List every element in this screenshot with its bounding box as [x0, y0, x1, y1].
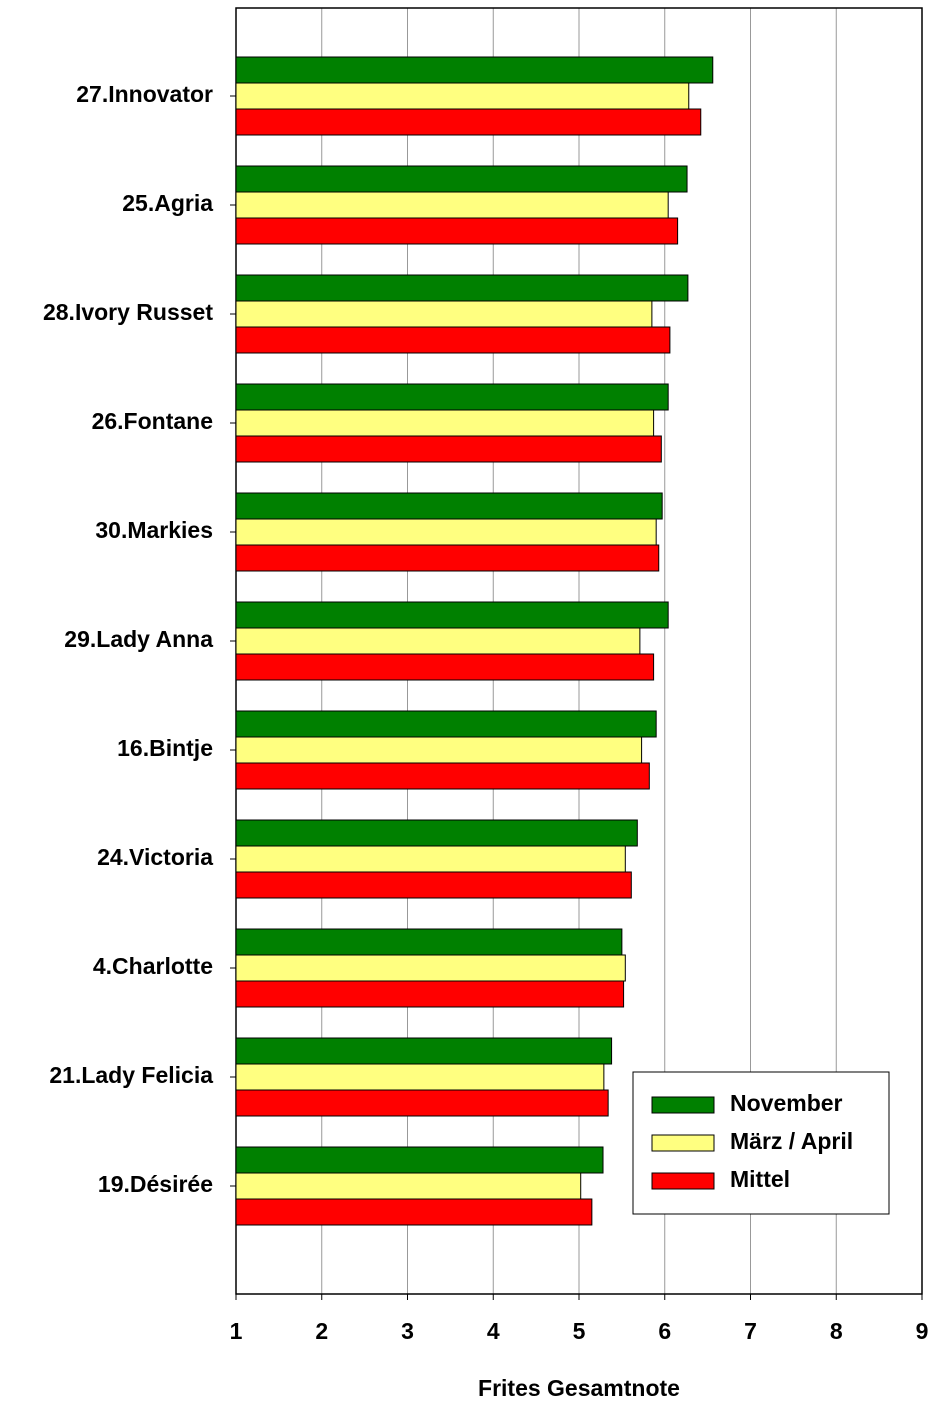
bar — [235, 409, 655, 437]
bar — [235, 1089, 609, 1117]
bar — [235, 928, 623, 956]
x-axis-title: Frites Gesamtnote — [478, 1375, 680, 1401]
bar — [235, 1172, 582, 1200]
x-tick-label: 8 — [830, 1318, 843, 1344]
bar — [235, 1063, 605, 1091]
bar — [235, 1146, 604, 1174]
bar — [235, 217, 679, 245]
bar — [235, 627, 641, 655]
bar — [235, 492, 663, 520]
y-tick-label: 30.Markies — [95, 517, 213, 543]
y-tick-label: 27.Innovator — [76, 81, 213, 107]
bar — [235, 300, 653, 328]
bar — [235, 1198, 593, 1226]
legend-label: März / April — [730, 1128, 853, 1154]
bar — [235, 980, 625, 1008]
y-tick-label: 25.Agria — [122, 190, 213, 216]
legend-swatch — [651, 1096, 715, 1114]
bar — [235, 165, 688, 193]
bar — [235, 819, 638, 847]
bar — [235, 274, 689, 302]
bar — [235, 435, 662, 463]
bar — [235, 1037, 613, 1065]
bar — [235, 108, 702, 136]
bar — [235, 383, 669, 411]
x-tick-label: 4 — [487, 1318, 500, 1344]
y-tick-label: 4.Charlotte — [93, 953, 213, 979]
x-tick-label: 1 — [230, 1318, 243, 1344]
y-tick-label: 19.Désirée — [98, 1171, 213, 1197]
bar — [235, 56, 714, 84]
bar — [235, 871, 632, 899]
x-tick-label: 3 — [401, 1318, 414, 1344]
y-tick-label: 28.Ivory Russet — [43, 299, 213, 325]
bar — [235, 845, 626, 873]
bar — [235, 544, 660, 572]
y-tick-label: 29.Lady Anna — [64, 626, 213, 652]
bar — [235, 762, 650, 790]
x-tick-label: 5 — [573, 1318, 586, 1344]
bar — [235, 518, 657, 546]
x-tick-label: 2 — [315, 1318, 328, 1344]
bar — [235, 954, 626, 982]
legend-swatch — [651, 1172, 715, 1190]
x-tick-label: 7 — [744, 1318, 757, 1344]
bar — [235, 191, 669, 219]
bar — [235, 736, 643, 764]
bar — [235, 653, 655, 681]
bar — [235, 326, 671, 354]
legend-label: November — [730, 1090, 843, 1116]
legend-swatch — [651, 1134, 715, 1152]
bar — [235, 601, 669, 629]
y-tick-label: 16.Bintje — [117, 735, 213, 761]
legend-label: Mittel — [730, 1166, 790, 1192]
x-tick-label: 9 — [916, 1318, 929, 1344]
bar — [235, 710, 657, 738]
bar — [235, 82, 690, 110]
y-tick-label: 24.Victoria — [97, 844, 213, 870]
y-tick-label: 21.Lady Felicia — [49, 1062, 213, 1088]
y-tick-label: 26.Fontane — [92, 408, 213, 434]
x-tick-label: 6 — [658, 1318, 671, 1344]
